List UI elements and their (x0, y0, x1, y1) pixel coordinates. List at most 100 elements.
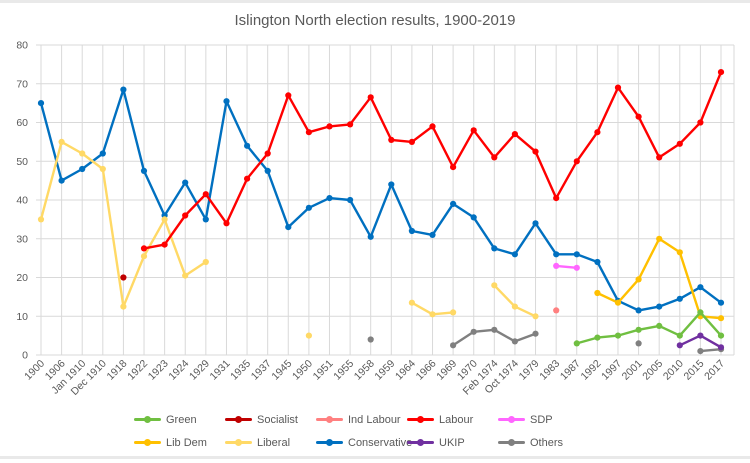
data-point-labour (388, 136, 395, 143)
y-tick-label: 0 (22, 350, 28, 362)
legend-item-lib-dem: Lib Dem (134, 431, 225, 454)
x-tick-label: 1935 (228, 358, 253, 383)
data-point-sdp (573, 264, 580, 271)
data-point-labour (614, 84, 622, 91)
data-point-green (717, 332, 725, 339)
data-point-labour (408, 138, 415, 145)
data-point-conservative (408, 227, 415, 235)
y-tick-label: 80 (16, 40, 28, 52)
legend-swatch-dot (417, 416, 424, 423)
data-point-green (656, 322, 663, 329)
legend-label: Others (530, 436, 564, 449)
legend-label: Green (166, 413, 197, 426)
data-point-labour (347, 121, 354, 128)
data-point-others (697, 348, 704, 355)
x-tick-label: 1979 (517, 358, 542, 383)
legend-item-ukip: UKIP (407, 431, 498, 454)
y-tick-label: 60 (16, 117, 28, 129)
data-point-conservative (511, 251, 518, 258)
x-tick-label: 1924 (166, 358, 191, 383)
legend-swatch-dot (235, 439, 242, 446)
data-point-ind-labour (553, 307, 560, 314)
x-tick-label: 2001 (620, 358, 645, 383)
data-point-conservative (470, 214, 477, 221)
legend-swatch-dot (326, 439, 333, 446)
data-point-labour (264, 150, 271, 157)
data-point-liberal (408, 299, 415, 306)
data-point-others (470, 328, 477, 335)
data-point-conservative (635, 307, 642, 314)
data-point-labour (223, 220, 230, 227)
data-point-lib-dem (635, 276, 642, 283)
data-point-conservative (79, 165, 86, 173)
data-point-conservative (553, 251, 560, 258)
data-point-conservative (58, 177, 65, 184)
data-point-conservative (305, 204, 312, 211)
x-tick-label: 1918 (105, 358, 130, 383)
data-point-liberal (37, 216, 45, 223)
series-ind-labour (553, 307, 560, 314)
series-sdp (553, 262, 580, 271)
data-point-labour (161, 241, 168, 248)
data-point-conservative (37, 100, 45, 107)
data-point-labour (594, 129, 601, 136)
data-point-ukip (697, 332, 704, 339)
data-point-green (573, 340, 580, 347)
data-point-others (491, 326, 498, 333)
legend-label: UKIP (439, 436, 465, 449)
data-point-liberal (120, 303, 127, 310)
legend-swatch-dot (326, 416, 333, 423)
series-ukip (676, 332, 725, 351)
data-point-labour (305, 129, 312, 136)
data-point-others (450, 342, 457, 349)
legend-swatch-dot (508, 439, 515, 446)
data-point-liberal (450, 309, 457, 316)
legend-swatch-dot (235, 416, 242, 423)
series-liberal (37, 138, 539, 339)
series-others (367, 326, 725, 355)
x-tick-label: 1983 (537, 358, 562, 383)
legend-label: SDP (530, 413, 553, 426)
legend-swatch (407, 415, 434, 424)
x-tick-label: 1929 (187, 358, 212, 383)
data-point-labour (450, 164, 457, 171)
data-point-conservative (594, 258, 601, 266)
legend-swatch-dot (144, 439, 151, 446)
x-tick-label: 1992 (578, 358, 603, 383)
data-point-conservative (450, 200, 457, 207)
data-point-labour (573, 158, 580, 165)
series-line-others (699, 348, 723, 353)
chart-legend: Green Socialist Ind Labour Labour SDP (134, 408, 589, 454)
data-point-liberal (511, 303, 518, 310)
series-conservative (37, 86, 725, 314)
series-socialist (120, 274, 127, 281)
data-point-liberal (202, 258, 209, 266)
data-point-labour (697, 119, 704, 126)
x-tick-label: 1966 (414, 358, 439, 383)
legend-swatch-dot (508, 416, 515, 423)
data-point-liberal (305, 332, 312, 339)
legend-swatch (225, 438, 252, 447)
legend-swatch (407, 438, 434, 447)
legend-item-labour: Labour (407, 408, 498, 431)
data-point-labour (202, 191, 209, 198)
y-tick-label: 50 (16, 156, 28, 168)
legend-swatch (316, 415, 343, 424)
series-line-sdp (555, 264, 578, 269)
data-point-lib-dem (717, 315, 725, 322)
legend-item-conservative: Conservative (316, 431, 412, 454)
data-point-lib-dem (614, 299, 622, 306)
x-tick-label: 1959 (372, 358, 397, 383)
data-point-conservative (717, 299, 725, 306)
y-tick-label: 30 (16, 233, 28, 245)
data-point-conservative (326, 195, 333, 202)
data-point-liberal (79, 150, 86, 157)
data-point-labour (140, 245, 148, 252)
data-point-conservative (182, 179, 189, 186)
y-tick-label: 10 (16, 311, 28, 323)
data-point-labour (676, 140, 683, 147)
data-point-labour (511, 131, 518, 138)
